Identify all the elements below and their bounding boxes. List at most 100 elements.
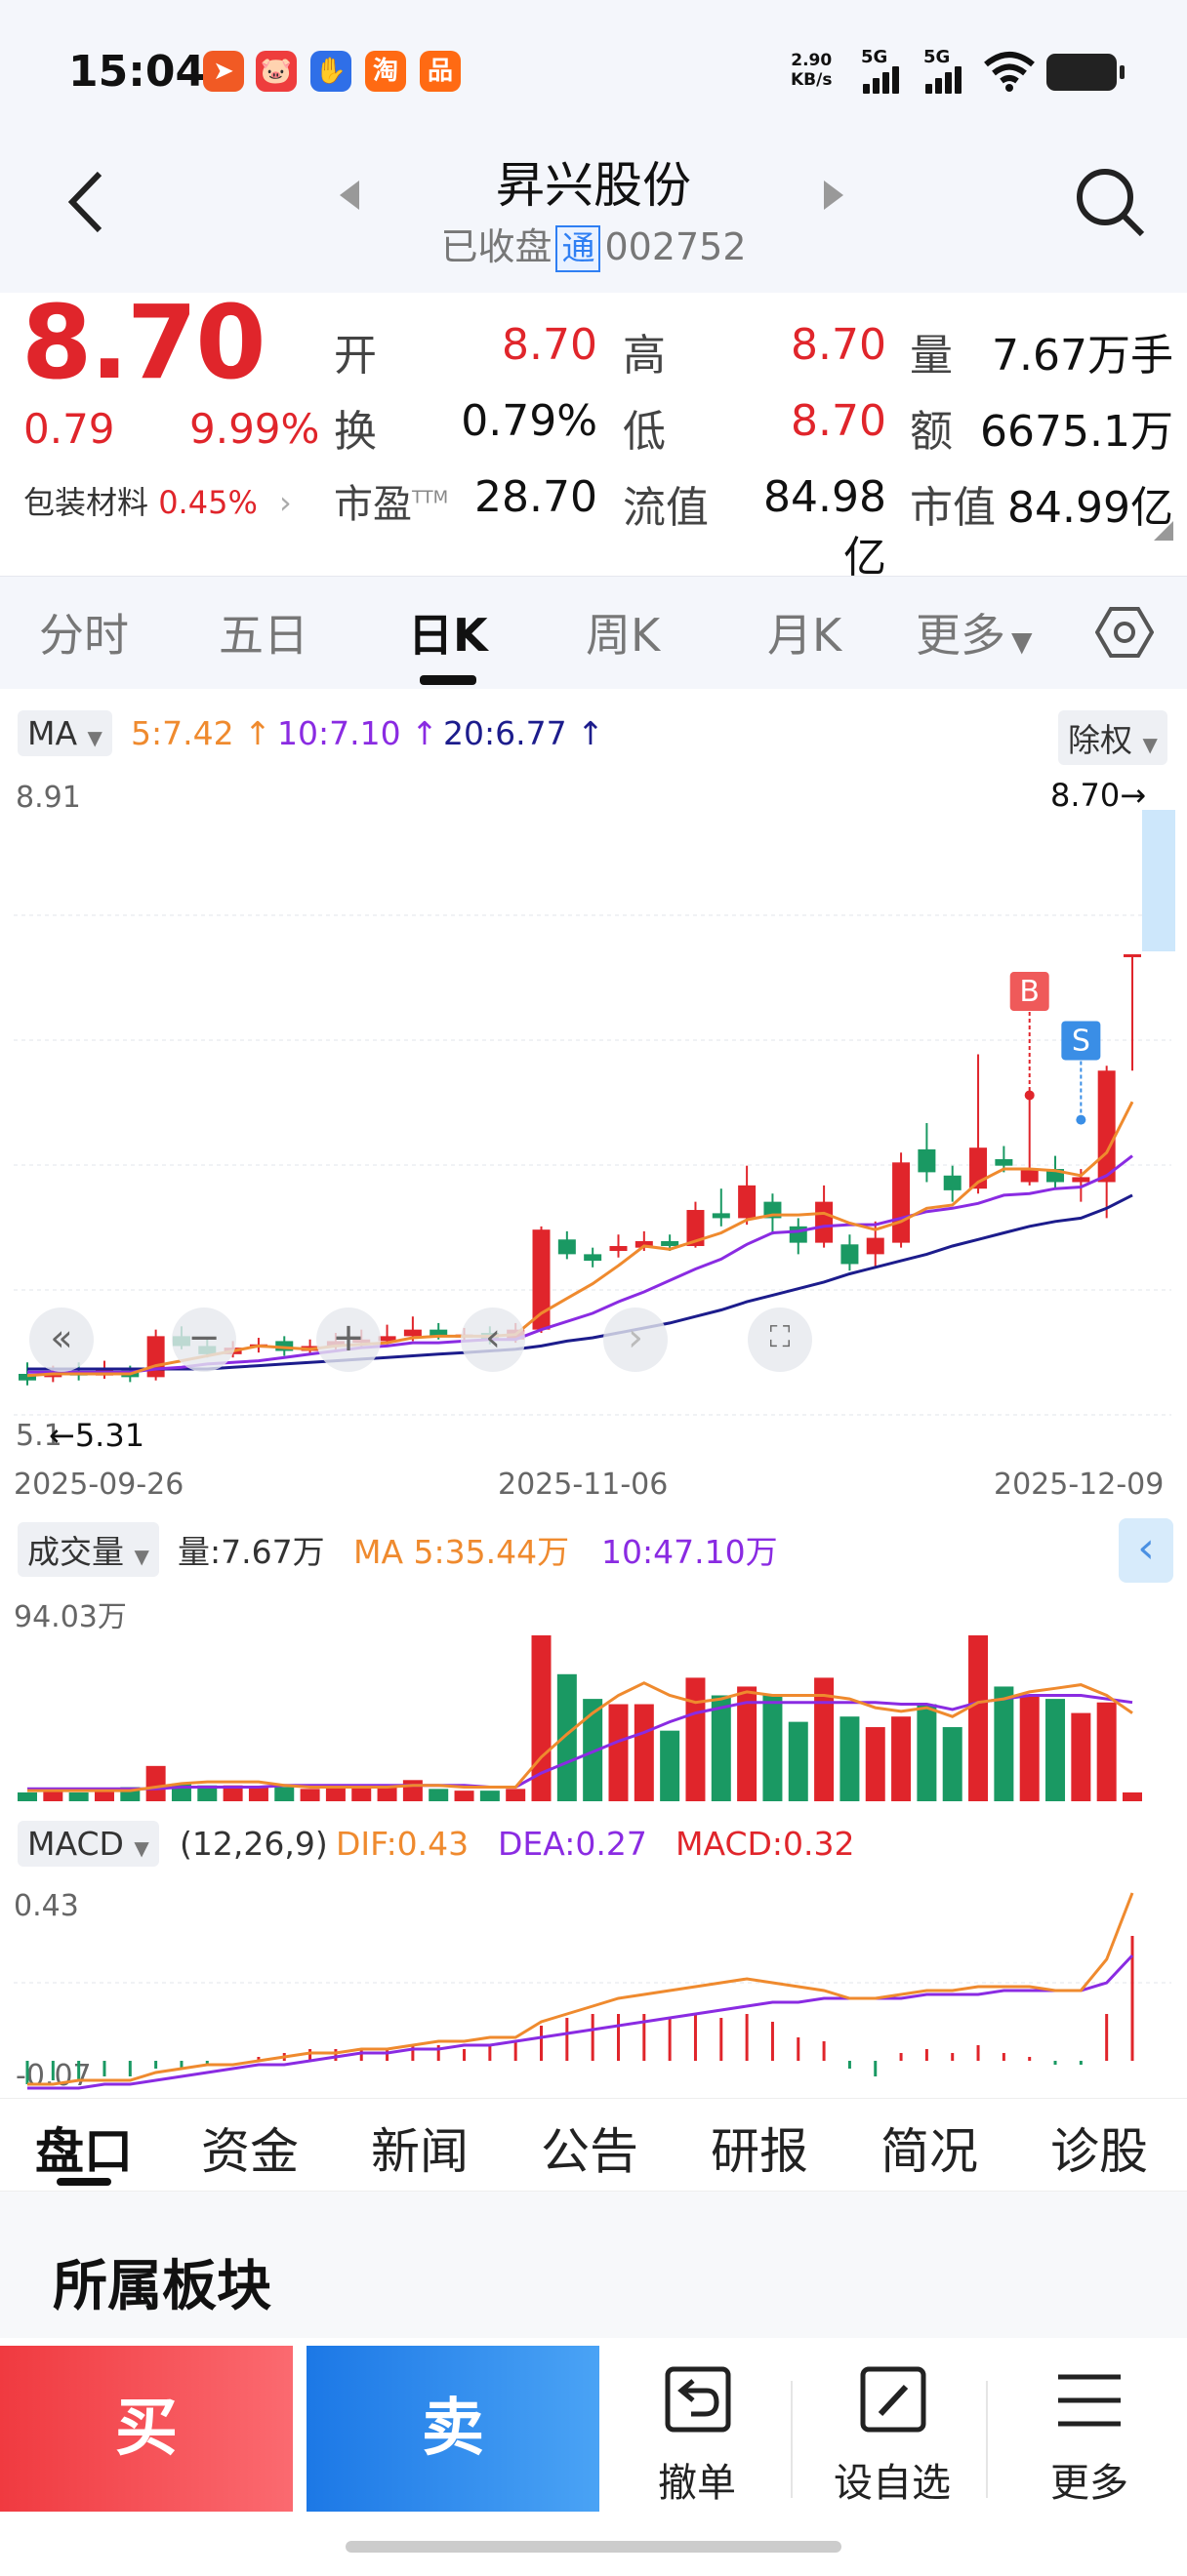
volume-label: 量 [910,331,953,381]
scroll-left-icon[interactable]: ‹ [461,1308,525,1372]
candle [815,1201,834,1243]
current-price: 8.70 [21,283,266,402]
candle [943,1175,962,1190]
search-icon[interactable] [1074,166,1148,240]
buy-button[interactable]: 买 [0,2346,293,2512]
tab-profile[interactable]: 简况 [880,2123,978,2180]
adjust-selector[interactable]: 除权 ▼ [1058,710,1167,765]
scroll-right-icon[interactable]: › [603,1308,668,1372]
market-cap-value: 84.99亿 [1007,483,1173,533]
tab-funds[interactable]: 资金 [201,2123,299,2180]
volume-bar [917,1704,937,1801]
date-end: 2025-12-09 [994,1468,1165,1502]
sell-button[interactable]: 卖 [307,2346,599,2512]
chart-tabs [0,576,1187,689]
tab-research[interactable]: 研报 [711,2123,808,2180]
buy-marker [1009,972,1049,1012]
home-indicator[interactable] [346,2541,841,2553]
back-arrow-icon[interactable] [62,168,111,236]
candle [738,1185,757,1219]
tab-monthly-k[interactable]: 月K [767,609,842,662]
more-actions-label: 更多 [1050,2461,1128,2506]
volume-bar [43,1791,63,1801]
last-price-label: 8.70 [1050,777,1121,814]
zoom-in-icon[interactable]: + [316,1308,381,1372]
tab-weekly-k[interactable]: 周K [586,609,661,662]
macd-dea: DEA:0.27 [498,1825,647,1863]
tab-pankou[interactable]: 盘口 [35,2123,133,2180]
fullscreen-icon[interactable]: ⛶ [748,1308,812,1372]
volume-selector[interactable]: 成交量 ▼ [18,1522,159,1577]
pe-value: 28.70 [474,472,597,522]
collapse-panel-icon[interactable]: ‹ [1119,1518,1173,1583]
sector-name: 包装材料 [23,484,149,521]
tab-more[interactable]: 更多 ▼ [916,600,1033,664]
volume-bar [197,1785,218,1801]
price-change-pct: 9.99% [189,405,320,453]
prev-stock-icon[interactable] [338,179,361,212]
sell-marker-dot [1076,1114,1086,1125]
date-start: 2025-09-26 [14,1468,184,1502]
macd-chart[interactable] [0,1873,1187,2100]
tab-more-label: 更多 [916,609,1005,662]
candle [1072,1177,1090,1183]
candle [584,1254,602,1262]
zoom-out-icon[interactable]: − [172,1308,236,1372]
volume-bar [325,1787,346,1801]
candle [866,1237,884,1255]
macd-selector[interactable]: MACD ▼ [18,1821,159,1867]
active-tab-indicator [420,675,476,685]
stock-name: 昇兴股份 [496,157,691,214]
add-watchlist-button[interactable]: 设自选 [804,2361,980,2508]
dif-line [27,1892,1134,2086]
macd-label: MACD [27,1825,124,1863]
high-label: 高 [623,331,666,381]
tab-announcements[interactable]: 公告 [541,2123,638,2180]
volume-bar [1071,1712,1091,1801]
open-value: 8.70 [502,320,597,370]
volume-bar [685,1677,706,1801]
candle [378,1336,396,1342]
candle [609,1245,628,1252]
tab-daily-k[interactable]: 日K [408,609,488,662]
candle [275,1341,294,1351]
more-actions-button[interactable]: 更多 [1002,2361,1177,2508]
candle [1020,1169,1039,1183]
detail-tabs [0,2098,1187,2192]
divider [986,2381,988,2498]
stock-code: 002752 [604,225,747,268]
price-change: 0.79 [23,405,115,453]
dropdown-icon: ▼ [87,726,102,749]
float-cap-label: 流值 [623,483,709,533]
connect-badge: 通 [555,225,601,272]
low-value: 8.70 [791,396,886,446]
volume-bar [711,1695,731,1801]
dropdown-icon: ▼ [134,1836,149,1860]
low-label: 低 [623,407,666,457]
expand-corner-icon[interactable] [1152,519,1175,543]
scroll-start-icon[interactable]: « [29,1308,94,1372]
tab-five-day[interactable]: 五日 [219,609,308,662]
sector-tag[interactable]: 包装材料 0.45% › [23,478,292,523]
settings-hexagon-icon[interactable] [1095,605,1154,660]
volume-y-max: 94.03万 [14,1600,127,1634]
volume-ma5: MA 5:35.44万 [353,1533,570,1571]
volume-bar [377,1787,397,1801]
cancel-order-button[interactable]: 撤单 [609,2361,785,2508]
tab-fenshi[interactable]: 分时 [39,609,129,662]
tab-diagnosis[interactable]: 诊股 [1050,2123,1148,2180]
next-stock-icon[interactable] [822,179,845,212]
volume-bar [300,1789,320,1801]
market-status: 已收盘 [440,225,553,268]
tab-news[interactable]: 新闻 [371,2123,469,2180]
amount-label: 额 [910,407,953,457]
sell-marker-label: S [1072,1024,1090,1058]
signal-5g-label-2: 5G [923,47,951,67]
volume-chart[interactable] [0,1581,1187,1807]
section-bg [0,2192,1187,2338]
volume-bar [737,1686,757,1801]
edit-icon [860,2366,926,2433]
ma-selector[interactable]: MA ▼ [18,710,112,756]
float-cap-value: 84.98亿 [763,472,886,583]
volume-bar [68,1791,89,1801]
